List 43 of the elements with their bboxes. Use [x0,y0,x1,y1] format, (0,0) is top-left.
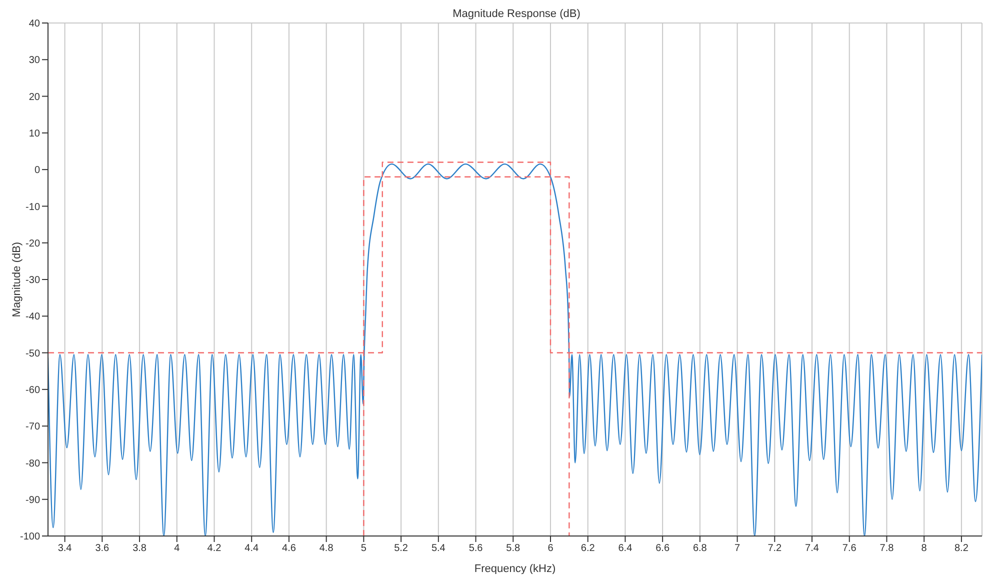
y-tick-label: -90 [26,494,40,506]
y-tick-label: -80 [26,458,40,470]
x-tick-label: 3.4 [58,543,72,554]
y-tick-label: -20 [26,238,40,250]
y-tick-label: -70 [26,422,40,433]
x-tick-label: 5 [360,543,367,554]
chart-title: Magnitude Response (dB) [452,8,582,21]
x-tick-label: 5.4 [431,543,446,554]
y-tick-label: -60 [26,384,40,396]
x-tick-label: 4.8 [319,543,334,554]
x-tick-label: 6.2 [580,543,596,554]
y-tick-label: -30 [26,275,40,286]
x-tick-label: 4.4 [244,543,259,554]
x-tick-label: 6 [548,543,554,554]
x-tick-label: 7.4 [805,543,820,554]
x-axis-title: Frequency (kHz) [474,563,556,575]
y-tick-label: -50 [26,348,40,360]
y-tick-label: 40 [28,18,40,30]
x-tick-label: 8 [921,543,928,554]
x-tick-label: 8.2 [954,543,969,554]
x-tick-label: 7.6 [842,543,857,554]
y-tick-label: 20 [28,92,40,103]
y-tick-label: -100 [20,532,40,543]
y-tick-label: 10 [28,128,40,140]
x-tick-label: 4.2 [207,543,222,554]
x-tick-label: 6.4 [618,543,633,554]
x-tick-label: 7.2 [768,543,782,554]
x-tick-label: 5.6 [468,543,484,554]
x-tick-label: 5.8 [506,543,521,554]
x-tick-label: 7 [734,543,741,554]
x-tick-label: 3.8 [132,543,147,554]
y-tick-label: 30 [28,55,40,66]
x-tick-label: 6.6 [656,543,670,554]
x-tick-label: 7.8 [880,543,894,554]
y-tick-label: 0 [34,165,40,176]
y-tick-label: -10 [26,202,40,213]
x-tick-label: 6.8 [692,543,708,554]
x-tick-label: 4 [174,543,180,554]
x-tick-label: 5.2 [394,543,408,554]
x-tick-label: 3.6 [95,543,110,554]
x-tick-label: 4.6 [282,543,296,554]
y-axis-title: Magnitude (dB) [10,242,23,318]
y-tick-label: -40 [26,312,40,323]
